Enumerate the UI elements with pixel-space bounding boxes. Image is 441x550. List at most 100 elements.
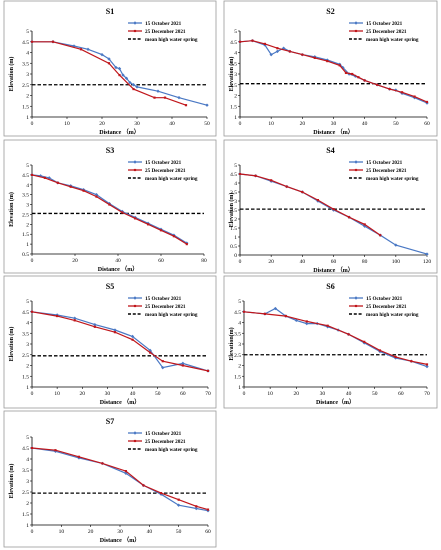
data-point bbox=[275, 49, 280, 54]
legend-label: 15 October 2021 bbox=[145, 296, 182, 302]
data-point bbox=[86, 47, 90, 51]
data-point bbox=[153, 96, 156, 99]
y-tick-label: 1.5 bbox=[22, 104, 29, 110]
legend-label: mean high water spring bbox=[145, 176, 198, 182]
x-tick-label: 20 bbox=[99, 121, 105, 127]
data-point bbox=[184, 104, 188, 107]
data-point bbox=[376, 83, 379, 86]
series-oct bbox=[30, 40, 209, 107]
legend-label: 25 December 2021 bbox=[145, 439, 186, 445]
data-point bbox=[425, 100, 429, 104]
x-axis-title: Distance （m） bbox=[100, 536, 141, 544]
x-tick-label: 40 bbox=[300, 259, 306, 265]
data-point bbox=[30, 310, 34, 313]
data-point bbox=[163, 96, 167, 99]
x-tick-label: 10 bbox=[64, 121, 70, 127]
legend-label: 25 December 2021 bbox=[366, 168, 407, 174]
data-point bbox=[30, 446, 34, 450]
y-tick-label: 2 bbox=[26, 364, 29, 370]
x-axis-title: Distance （m） bbox=[313, 266, 354, 274]
legend-label: mean high water spring bbox=[145, 447, 198, 453]
y-tick-label: 0 bbox=[234, 253, 237, 259]
data-point bbox=[185, 243, 188, 246]
data-point bbox=[149, 351, 152, 354]
data-point bbox=[388, 87, 391, 91]
series-dec bbox=[30, 310, 210, 372]
data-point bbox=[114, 65, 118, 70]
legend-marker bbox=[133, 304, 137, 308]
data-point bbox=[363, 79, 366, 82]
data-point bbox=[378, 349, 382, 352]
x-tick-label: 20 bbox=[80, 391, 86, 397]
data-point bbox=[128, 80, 132, 85]
data-point bbox=[156, 89, 160, 93]
y-tick-label: 1.5 bbox=[22, 232, 29, 238]
legend-marker bbox=[354, 29, 358, 33]
chart-title: S2 bbox=[326, 7, 334, 16]
x-tick-label: 40 bbox=[115, 258, 121, 264]
legend-label: mean high water spring bbox=[366, 176, 419, 182]
data-point bbox=[357, 76, 360, 79]
y-tick-label: 1.5 bbox=[22, 374, 29, 380]
data-point bbox=[347, 216, 351, 219]
series-line bbox=[31, 447, 209, 512]
x-tick-label: 30 bbox=[320, 391, 326, 397]
y-tick-label: 5 bbox=[26, 163, 29, 169]
x-tick-label: 20 bbox=[300, 121, 306, 127]
series-dec bbox=[238, 39, 429, 104]
x-tick-label: 50 bbox=[155, 391, 161, 397]
x-tick-label: 80 bbox=[362, 259, 368, 265]
data-point bbox=[344, 71, 348, 75]
data-point bbox=[410, 360, 413, 363]
y-axis-title: Elevation (m) bbox=[228, 57, 235, 92]
y-tick-label: 4 bbox=[26, 321, 29, 327]
data-point bbox=[54, 449, 57, 452]
legend-marker bbox=[133, 296, 137, 300]
x-tick-label: 20 bbox=[72, 258, 78, 264]
y-tick-label: 5 bbox=[238, 299, 241, 305]
data-point bbox=[254, 174, 257, 177]
y-tick-label: 3 bbox=[234, 199, 237, 205]
data-point bbox=[142, 484, 145, 487]
data-point bbox=[326, 60, 329, 63]
x-tick-label: 0 bbox=[239, 121, 242, 127]
data-point bbox=[107, 62, 111, 65]
y-tick-label: 2.5 bbox=[22, 353, 29, 359]
y-axis-title: Elevation (m) bbox=[228, 193, 235, 228]
y-tick-label: 1 bbox=[26, 115, 29, 121]
legend-label: 15 October 2021 bbox=[366, 160, 403, 166]
data-point bbox=[413, 95, 416, 98]
chart-panel-s1: S1 0 10 20 30 40 50 1 1.5 2 2.5 3 3.5 4 4.5 5 Distance （… bbox=[3, 0, 217, 137]
series-line bbox=[31, 311, 209, 372]
y-tick-label: 4 bbox=[26, 51, 29, 57]
panel-frame bbox=[3, 410, 217, 548]
data-point bbox=[284, 314, 287, 318]
series-dec bbox=[30, 40, 188, 107]
y-tick-label: 2.5 bbox=[234, 353, 241, 359]
series-line bbox=[239, 173, 381, 236]
y-tick-label: 2.5 bbox=[230, 208, 237, 214]
x-tick-label: 0 bbox=[31, 529, 34, 535]
legend-label: mean high water spring bbox=[145, 37, 198, 43]
data-point bbox=[338, 64, 341, 67]
x-tick-label: 30 bbox=[331, 121, 337, 127]
x-tick-label: 10 bbox=[267, 391, 273, 397]
legend: 15 October 2021 25 December 2021 mean high… bbox=[349, 160, 419, 182]
data-point bbox=[316, 199, 320, 202]
data-point bbox=[135, 85, 139, 89]
legend-marker bbox=[354, 168, 358, 172]
x-tick-label: 20 bbox=[88, 529, 94, 535]
panel-frame bbox=[3, 0, 217, 137]
legend-label: 25 December 2021 bbox=[145, 304, 186, 310]
data-point bbox=[107, 57, 111, 61]
legend: 15 October 2021 25 December 2021 mean high… bbox=[349, 296, 419, 318]
data-point bbox=[238, 172, 242, 176]
y-tick-label: 3 bbox=[26, 479, 29, 485]
data-point bbox=[270, 179, 273, 182]
data-point bbox=[159, 492, 163, 495]
data-point bbox=[161, 360, 164, 363]
y-tick-label: 3 bbox=[26, 72, 29, 78]
y-tick-label: 2.5 bbox=[22, 83, 29, 89]
data-point bbox=[351, 72, 354, 76]
x-tick-label: 40 bbox=[362, 121, 368, 127]
